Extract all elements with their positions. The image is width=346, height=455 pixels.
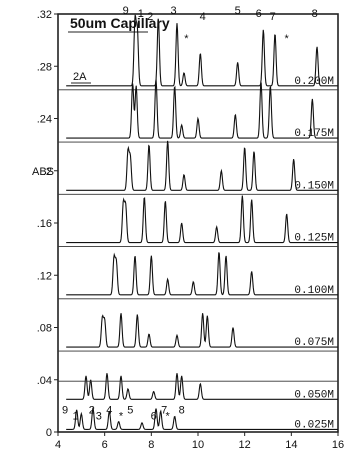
peak-label: 4 — [106, 404, 112, 416]
peak-label: 1 — [72, 410, 78, 422]
trace-line — [66, 313, 338, 348]
peak-label: 6 — [256, 8, 262, 20]
y-tick-label: .08 — [37, 323, 52, 335]
peak-label: 5 — [127, 404, 133, 416]
peak-label: 5 — [235, 5, 241, 17]
peak-label: 4 — [200, 11, 206, 23]
x-tick-label: 16 — [332, 439, 344, 451]
concentration-label: 0.125M — [294, 233, 334, 245]
trace-line — [66, 14, 338, 87]
peak-label: * — [119, 410, 124, 422]
trace-line — [66, 373, 338, 400]
concentration-label: 0.075M — [294, 337, 334, 349]
concentration-label: 0.050M — [294, 389, 334, 401]
peak-label: 2 — [147, 11, 153, 23]
y-tick-label: .28 — [37, 61, 52, 73]
y-tick-label: .2 — [43, 166, 52, 178]
peak-label: 1 — [138, 8, 144, 20]
concentration-label: 0.175M — [294, 128, 334, 140]
x-tick-label: 4 — [55, 439, 61, 451]
peak-label: 7 — [161, 404, 167, 416]
trace-line — [66, 79, 338, 139]
peak-label: 7 — [270, 11, 276, 23]
concentration-label: 0.025M — [294, 419, 334, 431]
trace-line — [66, 140, 338, 191]
y-tick-label: .12 — [37, 270, 52, 282]
y-tick-label: .16 — [37, 218, 52, 230]
peak-label: 8 — [179, 404, 185, 416]
peak-label: 8 — [312, 8, 318, 20]
peak-label: * — [285, 33, 290, 45]
x-tick-label: 8 — [148, 439, 154, 451]
y-tick-label: .32 — [37, 9, 52, 21]
peak-label: 2 — [89, 404, 95, 416]
trace-line — [66, 195, 338, 244]
y-tick-label: .04 — [37, 375, 52, 387]
concentration-label: 0.200M — [294, 76, 334, 88]
trace-line — [66, 252, 338, 296]
peak-label: 9 — [62, 404, 68, 416]
x-tick-label: 12 — [239, 439, 251, 451]
peak-label: * — [184, 33, 189, 45]
trace-line — [66, 407, 338, 430]
peak-label: 6 — [151, 410, 157, 422]
x-tick-label: 10 — [192, 439, 204, 451]
y-tick-label: .24 — [37, 114, 52, 126]
y-axis-label: ABS — [32, 166, 54, 178]
panel-label: 2A — [73, 71, 87, 83]
x-tick-label: 14 — [285, 439, 297, 451]
peak-label: 3 — [170, 5, 176, 17]
chart-title: 50um Capillary — [70, 15, 170, 31]
y-tick-label: 0 — [46, 427, 52, 439]
concentration-label: 0.100M — [294, 285, 334, 297]
peak-label: * — [166, 410, 171, 422]
concentration-label: 0.150M — [294, 180, 334, 192]
peak-label: 9 — [123, 5, 129, 17]
x-tick-label: 6 — [102, 439, 108, 451]
peak-label: 3 — [96, 410, 102, 422]
